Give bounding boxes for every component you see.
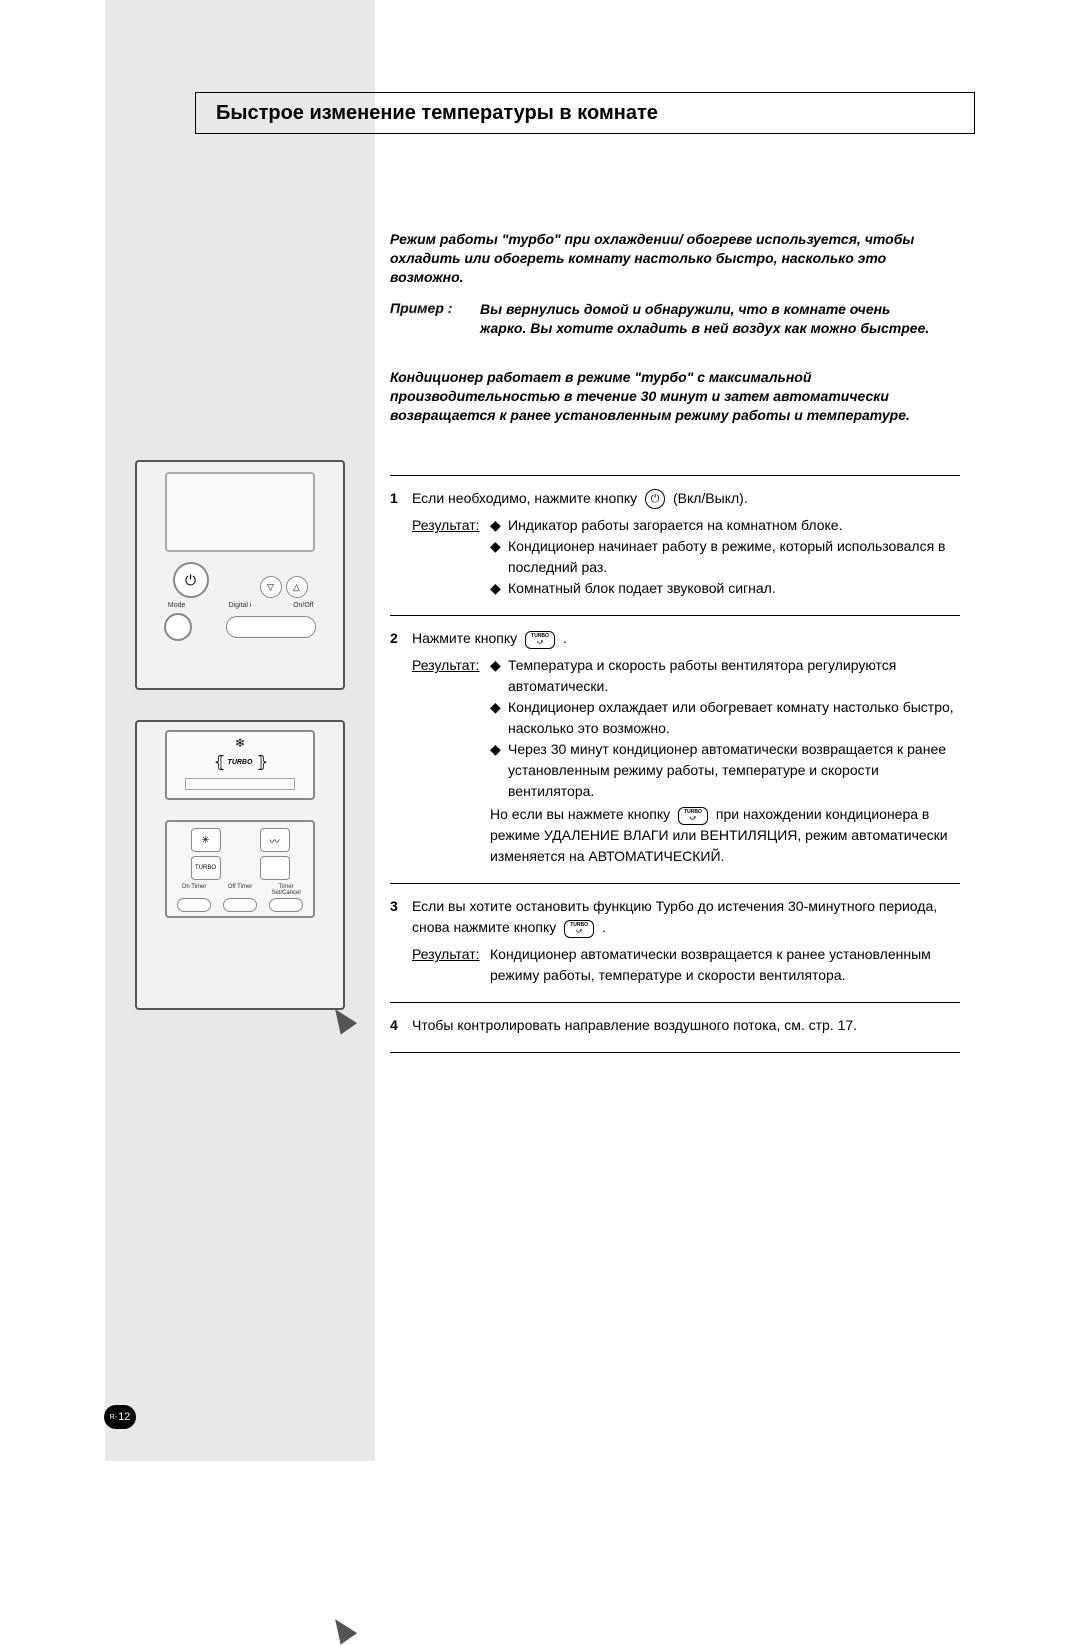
turbo-text: TURBO <box>228 759 253 766</box>
page-number-badge: R-12 <box>104 1405 136 1429</box>
step-3-num: 3 <box>390 896 412 938</box>
set-cancel-label: Timer Set/Cancel <box>269 884 303 896</box>
example-text: Вы вернулись домой и обнаружили, что в к… <box>480 300 940 338</box>
swing-left-icon: ⦃ <box>214 752 224 772</box>
on-timer-button <box>177 898 211 912</box>
digital-label: Digital i <box>215 602 265 609</box>
blank-button <box>260 856 290 880</box>
turbo-icon: TURBO⤻ <box>564 920 594 938</box>
step-2-text-after: . <box>563 630 567 646</box>
step-4-num: 4 <box>390 1015 412 1036</box>
remote-screen <box>165 472 315 552</box>
step-3-result-label: Результат: <box>412 944 490 986</box>
followup-paragraph: Кондиционер работает в режиме "турбо" с … <box>390 368 940 425</box>
fan-button: ✳ <box>191 828 221 852</box>
step-1-text-before: Если необходимо, нажмите кнопку <box>412 490 637 506</box>
intro-paragraph: Режим работы "турбо" при охлаждении/ обо… <box>390 230 940 287</box>
off-timer-button <box>223 898 257 912</box>
down-button: ▽ <box>260 576 282 598</box>
step-2-num: 2 <box>390 628 412 649</box>
onoff-pill-button <box>226 616 316 638</box>
step-1-result-3: Комнатный блок подает звуковой сигнал. <box>508 578 776 599</box>
mode-label: Mode <box>152 602 202 609</box>
step-1-result-2: Кондиционер начинает работу в режиме, ко… <box>508 536 960 578</box>
swing-button: 〰 <box>260 828 290 852</box>
off-timer-label: Off Timer <box>223 884 257 896</box>
step-2-result-3: Через 30 минут кондиционер автоматически… <box>508 739 960 802</box>
example-label: Пример : <box>390 300 480 338</box>
snowflake-icon: ❄ <box>235 736 245 750</box>
step-2-result-2: Кондиционер охлаждает или обогревает ком… <box>508 697 960 739</box>
up-button: △ <box>286 576 308 598</box>
turbo-icon: TURBO⤻ <box>525 631 555 649</box>
remote-illustration-top: ⏻ ▽ △ Mode Digital i On/Off <box>135 460 345 690</box>
step-1-num: 1 <box>390 488 412 509</box>
power-button: ⏻ <box>173 562 209 598</box>
step-3: 3 Если вы хотите остановить функцию Турб… <box>390 883 960 1002</box>
turbo-icon: TURBO⤻ <box>678 807 708 825</box>
step-2-extra-before: Но если вы нажмете кнопку <box>490 806 670 822</box>
remote-illustration-bottom: ❄ ⦃ TURBO ⦄ ✳ 〰 TURBO On Timer Off Timer… <box>135 720 345 1010</box>
step-3-text-after: . <box>602 919 606 935</box>
page-number-prefix: R- <box>110 1414 117 1421</box>
page-number: 12 <box>118 1411 130 1423</box>
page-title: Быстрое изменение температуры в комнате <box>216 102 658 125</box>
swing-right-icon: ⦄ <box>256 752 266 772</box>
step-2-result-1: Температура и скорость работы вентилятор… <box>508 655 960 697</box>
step-1-result-label: Результат: <box>412 515 490 599</box>
steps-list: 1 Если необходимо, нажмите кнопку ⏻ (Вкл… <box>390 475 960 1053</box>
power-icon: ⏻ <box>645 489 665 509</box>
step-4: 4 Чтобы контролировать направление возду… <box>390 1002 960 1053</box>
step-2-text-before: Нажмите кнопку <box>412 630 517 646</box>
step-4-text: Чтобы контролировать направление воздушн… <box>412 1015 960 1036</box>
mode-button <box>164 613 192 641</box>
step-1: 1 Если необходимо, нажмите кнопку ⏻ (Вкл… <box>390 475 960 615</box>
step-1-result-1: Индикатор работы загорается на комнатном… <box>508 515 842 536</box>
step-2: 2 Нажмите кнопку TURBO⤻ . Результат: ◆Те… <box>390 615 960 883</box>
step-2-result-label: Результат: <box>412 655 490 867</box>
set-cancel-button <box>269 898 303 912</box>
remote-lower-panel: ✳ 〰 TURBO On Timer Off Timer Timer Set/C… <box>165 820 315 918</box>
remote-display: ❄ ⦃ TURBO ⦄ <box>165 730 315 800</box>
step-1-text-after: (Вкл/Выкл). <box>673 490 748 506</box>
turbo-button: TURBO <box>191 856 221 880</box>
step-3-result-text: Кондиционер автоматически возвращается к… <box>490 944 960 986</box>
title-bar: Быстрое изменение температуры в комнате <box>195 92 975 134</box>
display-blank <box>185 778 295 790</box>
example-row: Пример : Вы вернулись домой и обнаружили… <box>390 300 940 338</box>
on-timer-label: On Timer <box>177 884 211 896</box>
step-3-text-before: Если вы хотите остановить функцию Турбо … <box>412 898 937 935</box>
pointer-arrow <box>327 1613 357 1644</box>
onoff-label: On/Off <box>278 602 328 609</box>
